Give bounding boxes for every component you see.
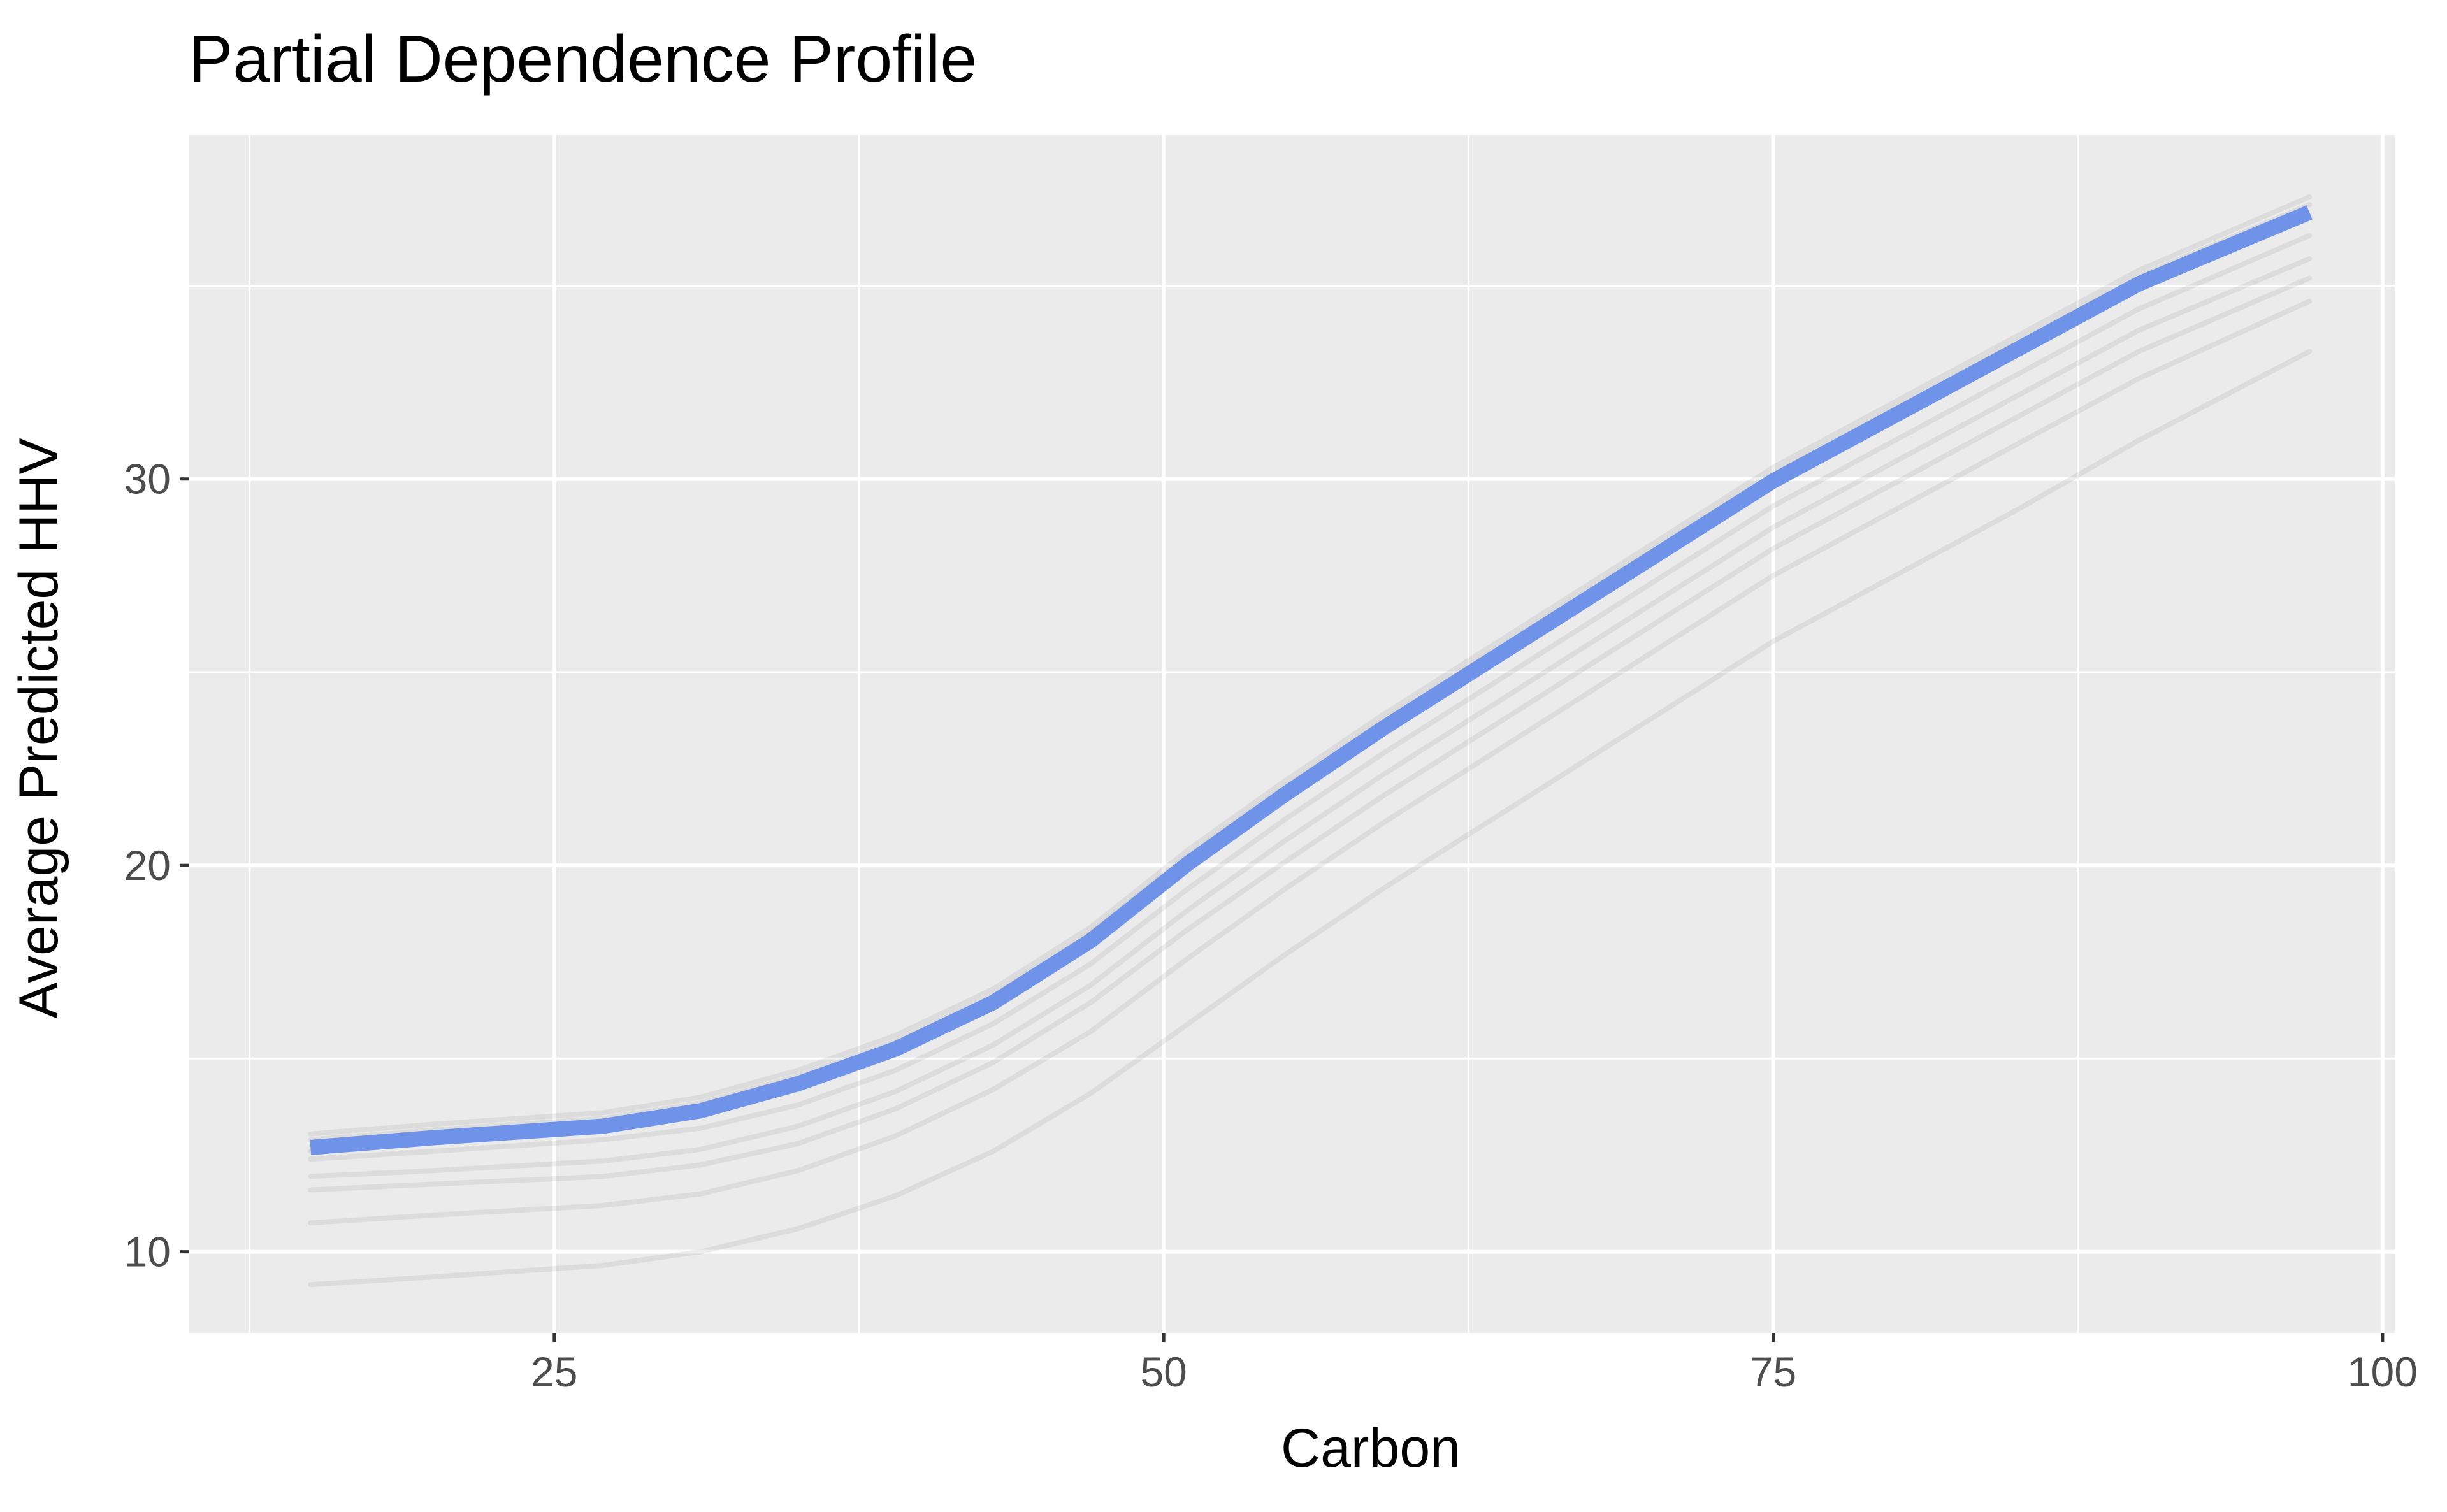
y-tick-label: 20: [124, 842, 171, 889]
grid-minor: [189, 135, 2395, 1333]
y-tick-label: 30: [124, 456, 171, 503]
chart-title: Partial Dependence Profile: [189, 22, 977, 96]
profile-line: [308, 233, 2313, 1162]
x-tick-label: 50: [1140, 1348, 1187, 1395]
x-tick-label: 75: [1750, 1348, 1796, 1395]
profile-line: [308, 275, 2313, 1193]
x-axis: 25 50 75 100: [531, 1333, 2418, 1395]
y-axis: 10 20 30: [124, 456, 189, 1276]
average-profile-line: [310, 205, 2313, 1155]
profile-line: [308, 349, 2313, 1288]
x-axis-title: Carbon: [1281, 1418, 1461, 1479]
profile-lines: [308, 194, 2313, 1288]
profile-line: [308, 298, 2313, 1226]
y-tick-label: 10: [124, 1228, 171, 1276]
x-tick-label: 25: [531, 1348, 577, 1395]
profile-line: [308, 194, 2313, 1137]
y-axis-title: Average Predicted HHV: [8, 438, 69, 1018]
profile-line: [308, 256, 2313, 1179]
x-tick-label: 100: [2348, 1348, 2418, 1395]
